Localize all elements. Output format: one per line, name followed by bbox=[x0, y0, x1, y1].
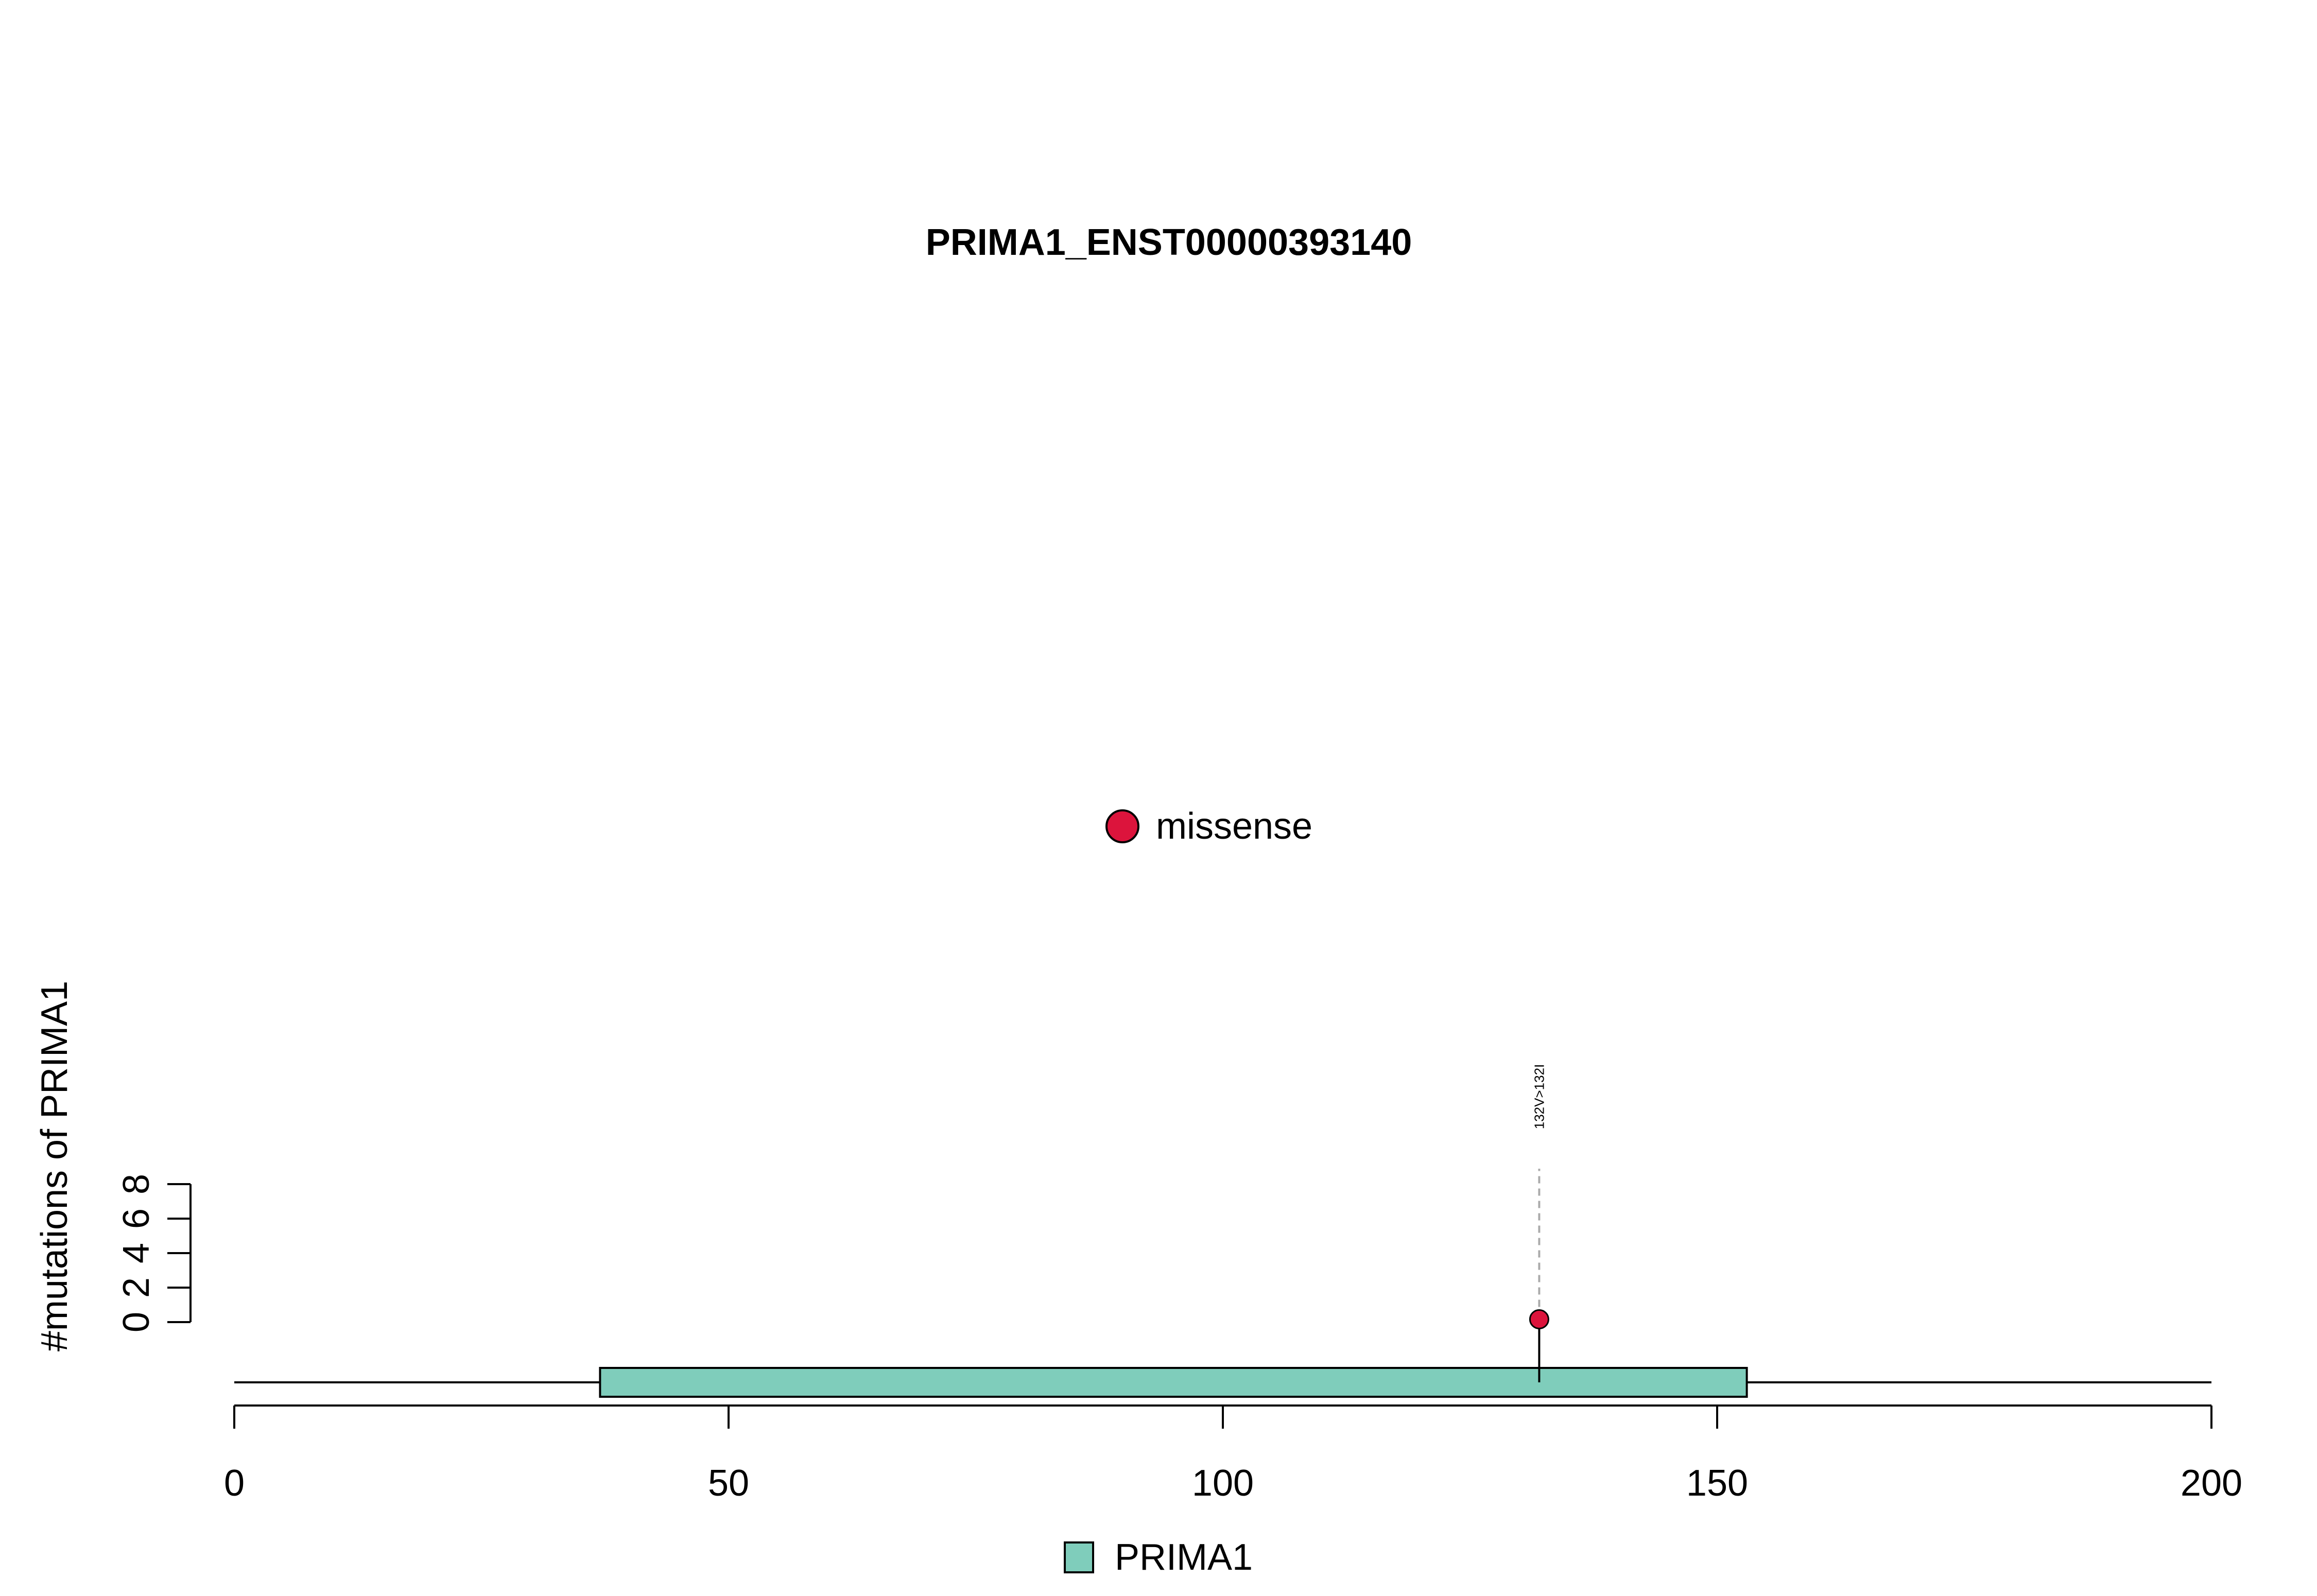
mutation-type-legend: missense bbox=[1105, 806, 1312, 847]
domain-prima1 bbox=[599, 1367, 1748, 1398]
mutation-point bbox=[1529, 1309, 1549, 1329]
legend-marker-missense bbox=[1105, 809, 1139, 843]
legend-label: missense bbox=[1156, 806, 1312, 847]
y-tick-label: 0 bbox=[116, 1312, 157, 1332]
domain-legend: PRIMA1 bbox=[1064, 1537, 1253, 1578]
y-tick-label: 8 bbox=[116, 1174, 157, 1194]
protein-track bbox=[234, 1367, 2211, 1398]
x-tick-label: 50 bbox=[708, 1463, 749, 1504]
x-tick-label: 100 bbox=[1192, 1463, 1254, 1504]
mutation-lollipops: 132V>132I bbox=[1529, 1064, 1549, 1382]
y-tick-label: 4 bbox=[116, 1243, 157, 1263]
x-tick-label: 150 bbox=[1686, 1463, 1748, 1504]
chart-title: PRIMA1_ENST00000393140 bbox=[926, 222, 1412, 263]
y-tick-label: 2 bbox=[116, 1277, 157, 1298]
y-axis-label: #mutations of PRIMA1 bbox=[34, 981, 75, 1351]
y-axis: 0 2 4 6 8 bbox=[116, 1174, 192, 1332]
legend-swatch-domain bbox=[1064, 1541, 1094, 1573]
y-tick-label: 6 bbox=[116, 1208, 157, 1229]
mutation-label: 132V>132I bbox=[1531, 1064, 1547, 1130]
legend-label: PRIMA1 bbox=[1115, 1537, 1253, 1578]
x-tick-label: 200 bbox=[2181, 1463, 2242, 1504]
x-axis: 0 50 100 150 200 bbox=[224, 1404, 2242, 1504]
x-tick-label: 0 bbox=[224, 1463, 245, 1504]
